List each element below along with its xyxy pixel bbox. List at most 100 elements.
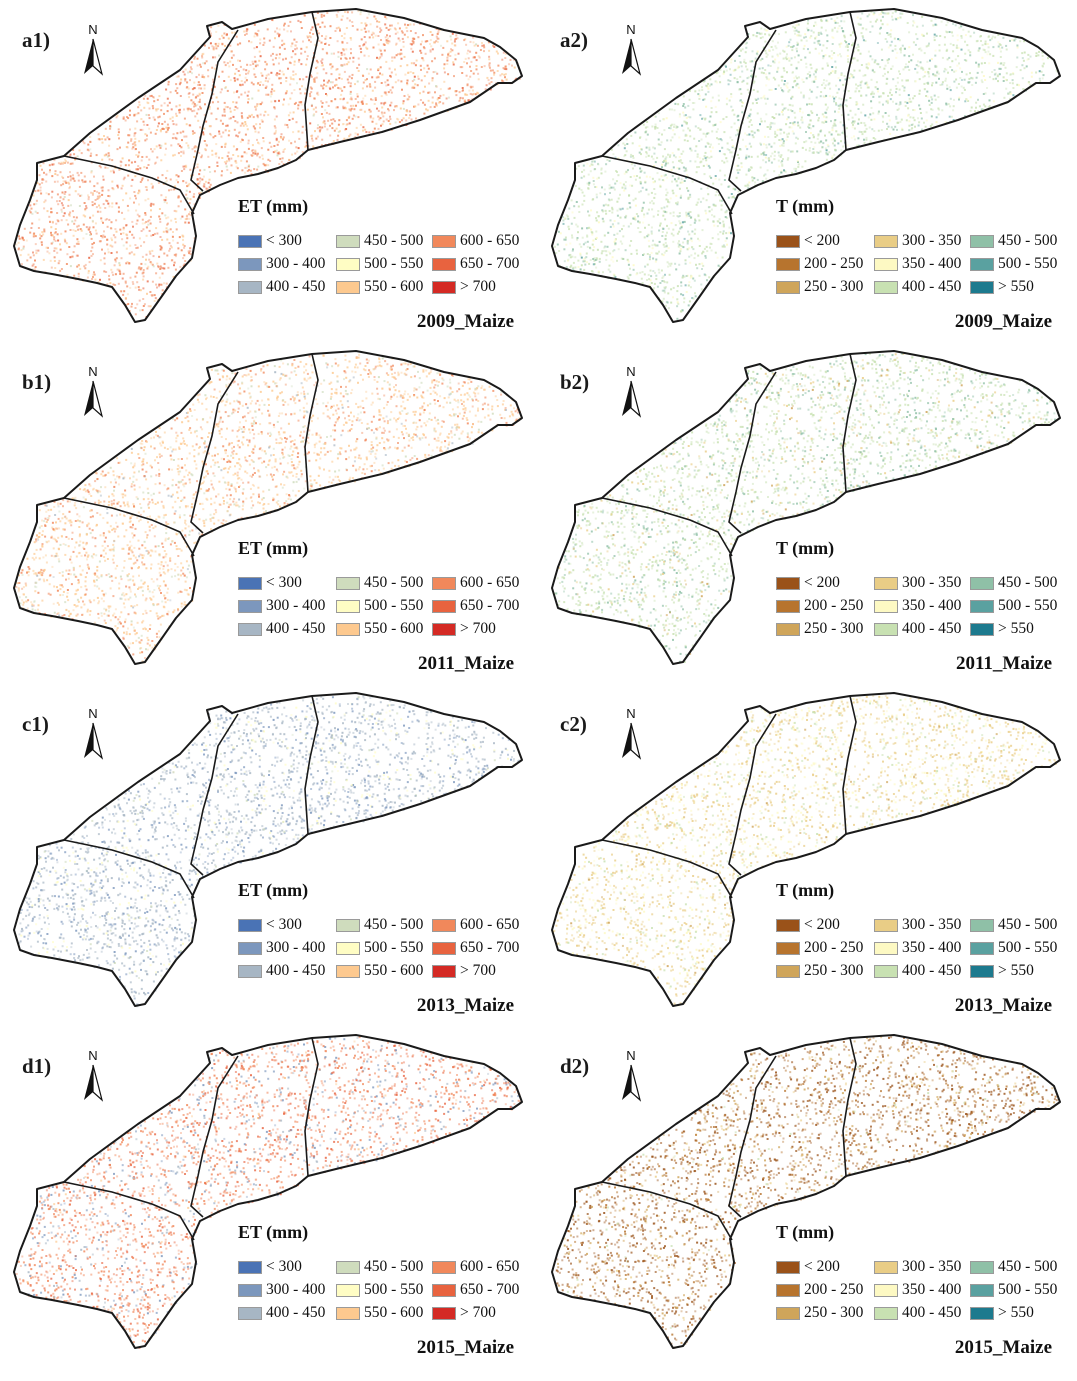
raster-pixel [205,120,208,123]
raster-pixel [997,80,999,83]
raster-pixel [244,121,247,123]
raster-pixel [166,254,169,257]
raster-pixel [1016,56,1019,59]
raster-pixel [211,66,214,69]
raster-pixel [357,10,360,13]
raster-pixel [468,89,471,92]
raster-pixel [199,65,202,68]
raster-pixel [592,180,595,182]
raster-pixel [800,118,803,121]
raster-pixel [93,241,95,244]
raster-pixel [976,71,979,74]
raster-pixel [372,32,375,35]
raster-pixel [878,13,881,16]
raster-pixel [308,39,311,42]
raster-pixel [815,151,818,154]
raster-pixel [645,138,648,141]
raster-pixel [80,194,83,197]
raster-pixel [224,146,227,148]
raster-pixel [776,134,779,137]
raster-pixel [203,168,206,171]
raster-pixel [98,138,101,140]
raster-pixel [99,240,102,243]
raster-pixel [89,216,92,219]
raster-pixel [620,257,623,260]
raster-pixel [1009,82,1012,84]
raster-pixel [967,100,970,102]
raster-pixel [365,24,368,27]
raster-pixel [724,240,727,242]
raster-pixel [274,37,276,40]
raster-pixel [886,122,889,125]
raster-pixel [629,184,632,187]
raster-pixel [469,50,472,53]
raster-pixel [267,80,269,83]
map-panel: a1) N ET (mm) < 300 300 - 400 400 - 450 450 - … [0,0,538,345]
raster-pixel [196,64,199,67]
raster-pixel [388,35,391,38]
raster-pixel [586,240,589,243]
raster-pixel [215,47,218,50]
raster-pixel [674,178,676,181]
raster-pixel [245,72,247,75]
raster-pixel [336,68,339,70]
raster-pixel [647,233,650,236]
raster-pixel [119,273,122,275]
raster-pixel [683,120,686,123]
raster-pixel [144,199,147,202]
raster-pixel [150,209,152,212]
raster-pixel [376,56,378,59]
raster-pixel [425,108,428,111]
raster-pixel [751,76,754,79]
raster-pixel [689,286,692,289]
raster-pixel [314,106,317,109]
raster-pixel [812,125,815,128]
raster-pixel [626,143,629,145]
raster-pixel [56,233,59,236]
raster-pixel [287,24,290,27]
raster-pixel [250,154,253,157]
raster-pixel [671,108,673,111]
raster-pixel [744,157,747,160]
raster-pixel [303,14,306,17]
raster-pixel [352,104,355,107]
raster-pixel [406,30,409,33]
raster-pixel [65,160,67,163]
raster-pixel [336,40,339,43]
raster-pixel [822,55,825,58]
raster-pixel [221,34,224,37]
raster-pixel [684,284,687,287]
raster-pixel [681,124,684,127]
raster-pixel [714,251,717,254]
raster-pixel [193,146,196,149]
raster-pixel [350,52,352,55]
raster-pixel [960,25,963,28]
raster-pixel [51,190,54,193]
raster-pixel [824,96,827,98]
raster-pixel [245,69,248,72]
raster-pixel [126,285,129,288]
raster-pixel [645,155,648,158]
raster-pixel [448,87,451,90]
raster-pixel [321,105,324,108]
raster-pixel [199,107,202,110]
raster-pixel [605,212,608,215]
raster-pixel [575,201,578,203]
raster-pixel [750,69,753,72]
raster-pixel [589,246,591,249]
raster-pixel [668,201,671,204]
raster-pixel [316,29,319,32]
raster-pixel [278,53,281,56]
north-arrow-icon: N [84,22,104,76]
raster-pixel [343,70,346,73]
raster-pixel [357,69,360,72]
raster-pixel [102,234,105,237]
raster-pixel [338,87,341,90]
raster-pixel [358,45,361,48]
raster-pixel [197,94,200,97]
raster-pixel [699,128,702,131]
raster-pixel [383,111,386,114]
raster-pixel [488,55,491,58]
raster-pixel [638,221,641,224]
raster-pixel [859,23,862,26]
